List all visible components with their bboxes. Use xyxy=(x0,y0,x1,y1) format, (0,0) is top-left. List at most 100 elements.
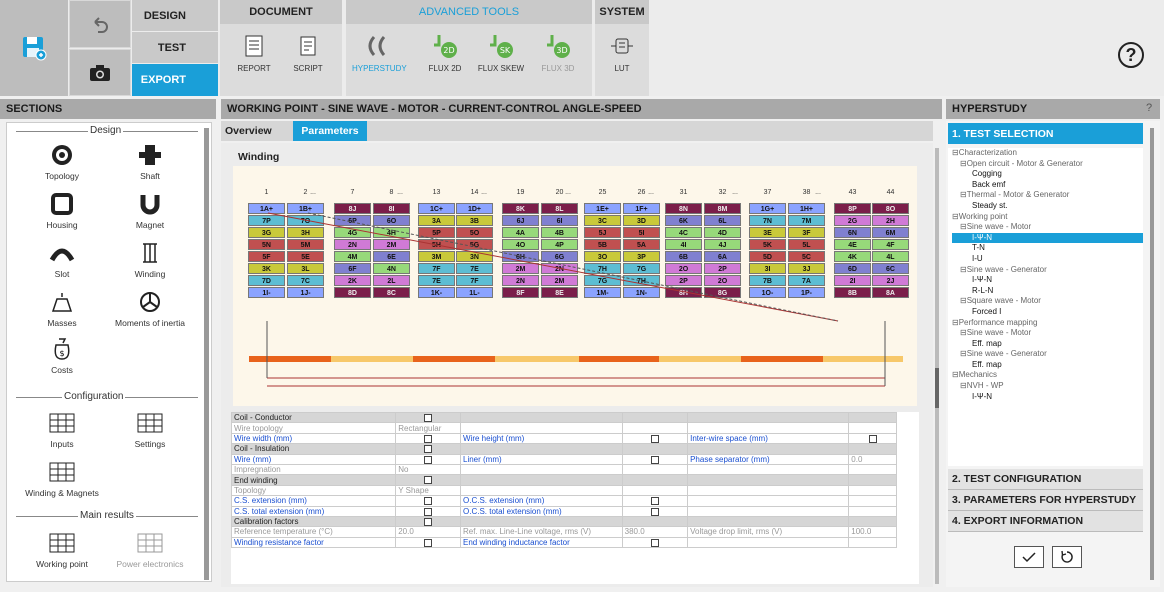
confirm-button[interactable] xyxy=(1014,546,1044,568)
script-icon xyxy=(300,36,316,56)
checkbox[interactable] xyxy=(650,497,659,506)
inertia-icon xyxy=(140,292,160,312)
mode-export-button[interactable]: EXPORT xyxy=(132,64,218,96)
tree-leaf[interactable]: Steady st. xyxy=(972,200,1008,210)
flux2d-button[interactable]: 2D FLUX 2D xyxy=(419,30,471,82)
table-icon xyxy=(137,413,163,433)
tree-group[interactable]: ⊟Sine wave - Motor xyxy=(960,328,1032,338)
tree-leaf[interactable]: I-U xyxy=(972,253,983,263)
checkbox[interactable] xyxy=(650,507,659,516)
test-selection-header[interactable]: 1. TEST SELECTION xyxy=(948,123,1143,144)
checkbox[interactable] xyxy=(424,445,433,454)
mode-test-button[interactable]: TEST xyxy=(132,32,218,63)
magnet-tile[interactable]: Magnet xyxy=(100,191,200,230)
tree-group[interactable]: ⊟Sine wave - Generator xyxy=(960,349,1047,359)
tree-group[interactable]: ⊟NVH - WP xyxy=(960,381,1004,391)
checkbox[interactable] xyxy=(650,455,659,464)
hyperstudy-help-button[interactable]: ? xyxy=(1146,102,1153,114)
winding-cell: 4K xyxy=(834,251,871,262)
winding-cell: 1N- xyxy=(623,287,660,298)
tab-parameters[interactable]: Parameters xyxy=(293,121,367,141)
table-cell: Inter-wire space (mm) xyxy=(687,432,850,445)
winding-tile[interactable]: Winding xyxy=(100,240,200,279)
table-row: End winding xyxy=(231,474,897,486)
tree-leaf[interactable]: I-Ψ-N xyxy=(972,391,993,401)
checkbox[interactable] xyxy=(424,538,433,547)
undo-button[interactable] xyxy=(69,0,131,48)
inputs-label: Inputs xyxy=(50,439,74,449)
tree-leaf[interactable]: Back emf xyxy=(972,179,1006,189)
topology-tile[interactable]: Topology xyxy=(12,142,112,181)
sections-scrollbar[interactable] xyxy=(204,128,209,580)
parameters-for-hyperstudy-header[interactable]: 3. PARAMETERS FOR HYPERSTUDY xyxy=(948,490,1143,511)
flux-skew-button[interactable]: SK FLUX SKEW xyxy=(475,30,527,82)
tree-leaf[interactable]: Forced I xyxy=(972,306,1002,316)
moments-of-inertia-tile[interactable]: Moments of inertia xyxy=(100,289,200,328)
tree-leaf[interactable]: I-Ψ-N xyxy=(952,232,1143,244)
winding-magnets-tile[interactable]: Winding & Magnets xyxy=(12,459,112,498)
costs-tile[interactable]: $ Costs xyxy=(12,336,112,375)
settings-tile[interactable]: Settings xyxy=(100,410,200,449)
masses-tile[interactable]: Masses xyxy=(12,289,112,328)
main-scrollbar[interactable] xyxy=(935,148,939,584)
power-electronics-tile[interactable]: Power electronics xyxy=(100,530,200,569)
tree-leaf[interactable]: Eff. map xyxy=(972,359,1002,369)
screenshot-button[interactable] xyxy=(69,49,131,96)
housing-tile[interactable]: Housing xyxy=(12,191,112,230)
tree-group[interactable]: ⊟Working point xyxy=(952,211,1008,221)
table-cell: Rectangular xyxy=(395,422,461,434)
tree-group[interactable]: ⊟Sine wave - Generator xyxy=(960,264,1047,274)
checkbox[interactable] xyxy=(424,455,433,464)
reset-button[interactable] xyxy=(1052,546,1082,568)
table-cell: Wire (mm) xyxy=(231,453,397,465)
save-button[interactable] xyxy=(0,0,68,96)
checkbox[interactable] xyxy=(424,517,433,526)
script-button[interactable]: SCRIPT xyxy=(282,30,334,82)
checkbox[interactable] xyxy=(650,434,659,443)
flux3d-button[interactable]: 3D FLUX 3D xyxy=(532,30,584,82)
tree-group[interactable]: ⊟Performance mapping xyxy=(952,317,1038,327)
tree-leaf[interactable]: R-L-N xyxy=(972,285,994,295)
tree-group[interactable]: ⊟Thermal - Motor & Generator xyxy=(960,190,1070,200)
slot-column: 8N 6K 4C 4I 6B 2O 2P 8H xyxy=(665,203,702,299)
checkbox[interactable] xyxy=(424,497,433,506)
checkbox[interactable] xyxy=(424,507,433,516)
winding-cell: 6N xyxy=(834,227,871,238)
table-cell: No xyxy=(395,463,461,476)
winding-cell: 7G xyxy=(623,263,660,274)
test-configuration-header[interactable]: 2. TEST CONFIGURATION xyxy=(948,469,1143,490)
tree-group[interactable]: ⊟Characterization xyxy=(952,148,1017,157)
checkbox[interactable] xyxy=(424,434,433,443)
tree-group[interactable]: ⊟Mechanics xyxy=(952,370,997,380)
tab-overview[interactable]: Overview xyxy=(221,121,291,141)
moments-of-inertia-label: Moments of inertia xyxy=(115,318,185,328)
checkbox[interactable] xyxy=(424,476,433,485)
winding-cell: 6P xyxy=(334,215,371,226)
tree-leaf[interactable]: T-N xyxy=(972,243,985,253)
hyperstudy-button[interactable]: HYPERSTUDY xyxy=(352,30,407,82)
lut-icon xyxy=(611,38,633,54)
checkbox[interactable] xyxy=(650,538,659,547)
shaft-tile[interactable]: Shaft xyxy=(100,142,200,181)
winding-cell: 1O- xyxy=(749,287,786,298)
flux-skew-label: FLUX SKEW xyxy=(477,64,525,73)
help-button[interactable]: ? xyxy=(1118,42,1144,68)
export-information-header[interactable]: 4. EXPORT INFORMATION xyxy=(948,511,1143,532)
winding-cell: 8O xyxy=(872,203,909,214)
checkbox[interactable] xyxy=(424,414,433,423)
checkbox[interactable] xyxy=(868,434,877,443)
working-point-tile[interactable]: Working point xyxy=(12,530,112,569)
hyperstudy-scrollbar[interactable] xyxy=(1150,128,1154,580)
tree-group[interactable]: ⊟Square wave - Motor xyxy=(960,296,1041,306)
report-button[interactable]: REPORT xyxy=(228,30,280,82)
lut-button[interactable]: LUT xyxy=(596,30,648,82)
tree-leaf[interactable]: Cogging xyxy=(972,169,1002,179)
slot-tile[interactable]: Slot xyxy=(12,240,112,279)
winding-cell: 4F xyxy=(872,239,909,250)
inputs-tile[interactable]: Inputs xyxy=(12,410,112,449)
tree-group[interactable]: ⊟Sine wave - Motor xyxy=(960,222,1032,232)
mode-design-button[interactable]: DESIGN xyxy=(132,0,218,31)
tree-leaf[interactable]: I-Ψ-N xyxy=(972,275,993,285)
tree-leaf[interactable]: Eff. map xyxy=(972,338,1002,348)
tree-group[interactable]: ⊟Open circuit - Motor & Generator xyxy=(960,158,1083,168)
